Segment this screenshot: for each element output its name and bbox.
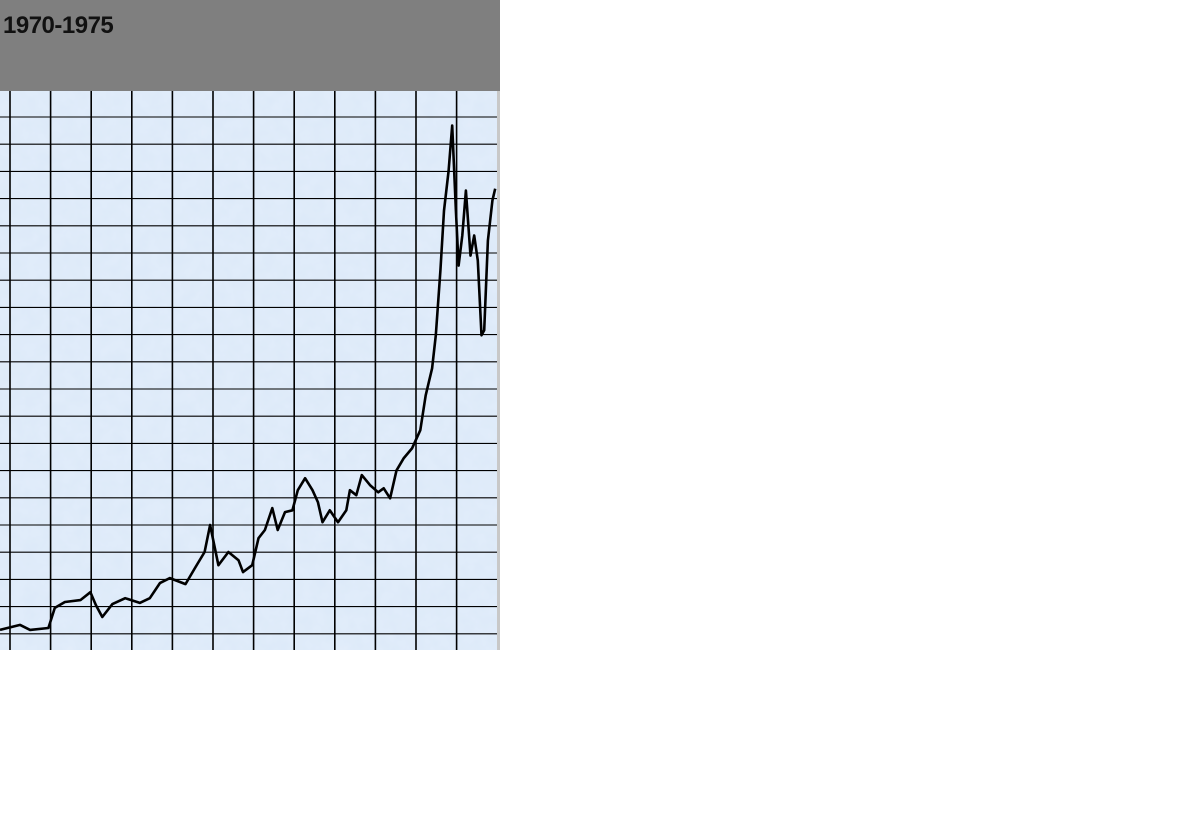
paper-texture [0,91,497,650]
chart-title: 1970-1975 [3,12,114,39]
chart-header: 1970-1975 [0,0,500,91]
line-chart [0,91,497,650]
grid [0,91,497,650]
series-line [0,124,497,632]
plot-area [0,91,497,650]
plot-edge [497,91,500,650]
